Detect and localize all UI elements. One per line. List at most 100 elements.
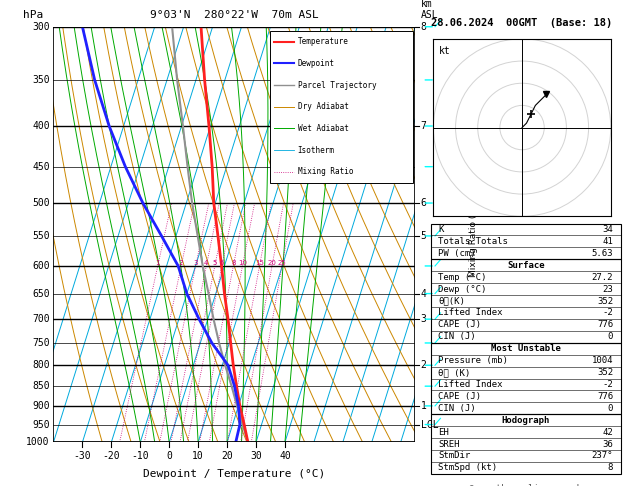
Text: 27.2: 27.2 [592,273,613,282]
Text: 800: 800 [32,360,50,370]
Text: StmSpd (kt): StmSpd (kt) [438,463,498,472]
Text: Mixing Ratio: Mixing Ratio [298,167,353,176]
Text: 0: 0 [608,332,613,341]
Text: 5: 5 [213,260,217,266]
Text: 352: 352 [597,296,613,306]
Text: Lifted Index: Lifted Index [438,380,503,389]
Text: 4: 4 [421,289,426,298]
Text: θᴄ(K): θᴄ(K) [438,296,465,306]
Text: 2: 2 [421,360,426,370]
Text: 7: 7 [421,121,426,131]
Text: 700: 700 [32,314,50,324]
Text: kt: kt [438,46,450,56]
Text: 23: 23 [603,285,613,294]
Text: CIN (J): CIN (J) [438,404,476,413]
Text: θᴄ (K): θᴄ (K) [438,368,470,377]
Text: hPa: hPa [23,11,43,20]
Text: 1: 1 [421,401,426,411]
Text: 237°: 237° [592,451,613,460]
Text: 2: 2 [179,260,184,266]
Text: 6: 6 [421,198,426,208]
Text: SREH: SREH [438,439,460,449]
Text: 750: 750 [32,338,50,348]
Text: Pressure (mb): Pressure (mb) [438,356,508,365]
Text: 0: 0 [166,451,172,461]
Text: 20: 20 [267,260,277,266]
Text: 600: 600 [32,261,50,271]
Text: 36: 36 [603,439,613,449]
Text: 4: 4 [204,260,209,266]
Text: -30: -30 [74,451,91,461]
Text: LCL: LCL [421,419,438,430]
Text: Dewpoint: Dewpoint [298,59,335,68]
Bar [270,31,413,183]
Text: 8: 8 [421,22,426,32]
Text: -2: -2 [603,380,613,389]
Text: Most Unstable: Most Unstable [491,344,561,353]
Text: 30: 30 [250,451,262,461]
Text: 450: 450 [32,162,50,172]
Text: Temp (°C): Temp (°C) [438,273,487,282]
Text: 1000: 1000 [26,437,50,447]
Text: 28.06.2024  00GMT  (Base: 18): 28.06.2024 00GMT (Base: 18) [431,18,612,29]
Text: Dry Adiabat: Dry Adiabat [298,102,348,111]
Text: km
ASL: km ASL [421,0,438,20]
Text: 9°03'N  280°22'W  70m ASL: 9°03'N 280°22'W 70m ASL [150,11,319,20]
Text: 34: 34 [603,225,613,234]
Text: 350: 350 [32,75,50,85]
Text: 1004: 1004 [592,356,613,365]
Text: 25: 25 [277,260,286,266]
Text: 776: 776 [597,392,613,401]
Text: CAPE (J): CAPE (J) [438,392,481,401]
Text: EH: EH [438,428,449,436]
Text: 550: 550 [32,231,50,241]
Text: 950: 950 [32,419,50,430]
Text: 1: 1 [155,260,160,266]
Text: 3: 3 [421,314,426,324]
Text: Wet Adiabat: Wet Adiabat [298,124,348,133]
Text: StmDir: StmDir [438,451,470,460]
Text: PW (cm): PW (cm) [438,249,476,258]
Text: -20: -20 [103,451,120,461]
Text: Totals Totals: Totals Totals [438,237,508,246]
Bar [431,414,621,474]
Text: 8: 8 [231,260,236,266]
Text: 850: 850 [32,381,50,391]
Text: Hodograph: Hodograph [502,416,550,425]
Text: Isotherm: Isotherm [298,145,335,155]
Text: -10: -10 [131,451,149,461]
Text: 10: 10 [238,260,247,266]
Bar [431,224,621,260]
Bar [431,260,621,343]
Text: CAPE (J): CAPE (J) [438,320,481,330]
Text: 41: 41 [603,237,613,246]
Text: 352: 352 [597,368,613,377]
Text: 500: 500 [32,198,50,208]
Text: 400: 400 [32,121,50,131]
Text: Surface: Surface [507,261,545,270]
Text: 10: 10 [192,451,204,461]
Text: 6: 6 [220,260,224,266]
Text: 15: 15 [255,260,264,266]
Text: -2: -2 [603,309,613,317]
Text: 8: 8 [608,463,613,472]
Text: 650: 650 [32,289,50,298]
Text: © weatheronline.co.uk: © weatheronline.co.uk [469,484,582,486]
Text: 900: 900 [32,401,50,411]
Text: Parcel Trajectory: Parcel Trajectory [298,81,376,89]
Text: 5.63: 5.63 [592,249,613,258]
Text: 3: 3 [193,260,198,266]
Text: 42: 42 [603,428,613,436]
Text: Mixing Ratio (g/kg): Mixing Ratio (g/kg) [469,191,477,278]
Text: 776: 776 [597,320,613,330]
Text: Dewpoint / Temperature (°C): Dewpoint / Temperature (°C) [143,469,325,479]
Text: 0: 0 [608,404,613,413]
Text: 40: 40 [279,451,291,461]
Text: 300: 300 [32,22,50,32]
Text: 20: 20 [221,451,233,461]
Text: Dewp (°C): Dewp (°C) [438,285,487,294]
Text: Lifted Index: Lifted Index [438,309,503,317]
Text: K: K [438,225,444,234]
Bar [431,343,621,414]
Text: Temperature: Temperature [298,37,348,46]
